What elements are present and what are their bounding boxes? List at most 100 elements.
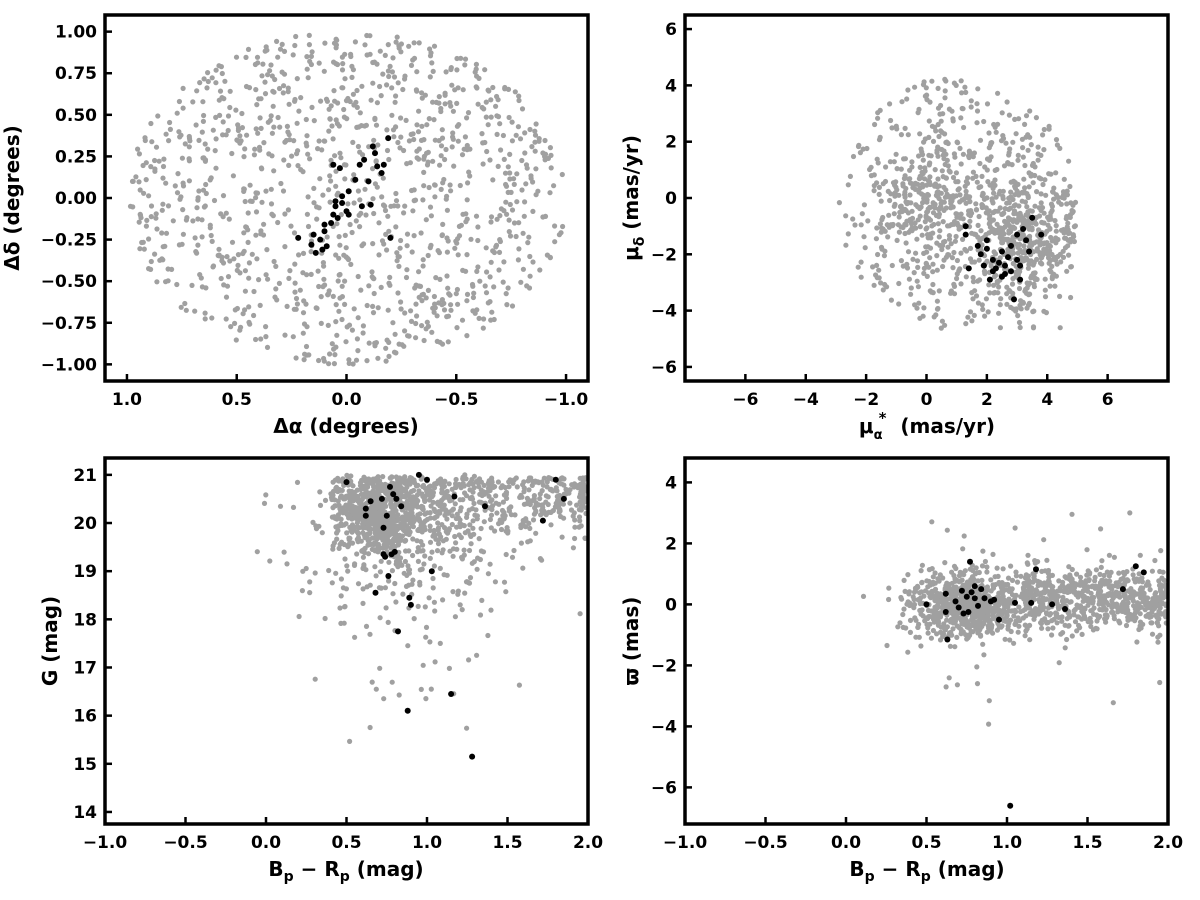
field-star-point	[225, 274, 232, 280]
field-star-point	[373, 122, 380, 128]
field-star-point	[232, 320, 238, 326]
x-tick-label: −1.0	[83, 833, 128, 853]
field-star-point	[336, 123, 342, 129]
field-star-point	[529, 144, 535, 150]
field-star-point	[347, 738, 353, 745]
field-star-point	[471, 290, 477, 296]
member-star-point	[560, 495, 567, 502]
field-star-point	[384, 147, 391, 154]
field-star-point	[1064, 201, 1070, 207]
field-star-point	[1066, 611, 1072, 617]
field-star-point	[887, 101, 893, 107]
field-star-point	[954, 634, 960, 641]
field-star-point	[254, 549, 260, 555]
field-star-point	[439, 302, 445, 308]
field-star-point	[429, 60, 435, 66]
field-star-point	[323, 96, 330, 102]
field-star-point	[335, 523, 341, 529]
field-star-point	[454, 240, 460, 246]
field-star-point	[415, 129, 422, 135]
field-star-point	[1076, 622, 1082, 629]
field-star-point	[470, 518, 476, 524]
field-star-point	[246, 275, 252, 281]
field-star-point	[439, 550, 445, 556]
field-star-point	[1070, 202, 1076, 208]
x-tick-label: 0.5	[331, 833, 361, 853]
field-star-point	[246, 85, 253, 91]
field-star-point	[334, 37, 340, 43]
field-star-point	[376, 252, 382, 258]
member-star-point	[372, 150, 378, 157]
field-star-point	[295, 148, 301, 154]
field-star-point	[1025, 265, 1031, 271]
field-star-point	[174, 281, 180, 288]
field-star-point	[1025, 219, 1031, 225]
field-star-point	[331, 361, 337, 367]
field-star-point	[341, 106, 347, 113]
field-star-point	[160, 201, 166, 207]
field-star-point	[202, 316, 208, 322]
field-star-point	[514, 171, 520, 177]
field-star-point	[331, 88, 337, 94]
field-star-point	[533, 530, 539, 536]
field-star-point	[424, 122, 430, 128]
field-star-point	[358, 511, 364, 517]
y-axis-label-subscript: δ	[632, 236, 648, 246]
field-star-point	[239, 125, 245, 131]
member-star-point	[1023, 237, 1030, 244]
field-star-point	[1054, 194, 1060, 200]
field-star-point	[878, 280, 884, 286]
field-star-point	[203, 181, 209, 188]
field-star-point	[136, 151, 142, 157]
field-star-point	[909, 159, 915, 165]
field-star-point	[944, 157, 950, 163]
field-star-point	[967, 218, 973, 224]
field-star-point	[327, 116, 333, 122]
field-star-point	[466, 580, 473, 586]
field-star-point	[1004, 222, 1010, 228]
field-star-point	[1049, 238, 1055, 244]
member-star-point	[380, 161, 387, 168]
field-star-point	[993, 272, 999, 278]
field-star-point	[368, 97, 374, 103]
field-star-point	[229, 150, 235, 157]
field-star-point	[533, 509, 539, 515]
member-star-point	[980, 262, 987, 269]
field-star-point	[293, 306, 299, 312]
field-star-point	[420, 482, 427, 489]
field-star-point	[953, 233, 959, 240]
field-star-point	[896, 214, 902, 220]
field-star-point	[905, 87, 911, 93]
field-star-point	[933, 212, 940, 219]
field-star-point	[516, 246, 522, 252]
field-star-point	[462, 530, 468, 536]
member-star-point	[374, 163, 381, 170]
field-star-point	[439, 127, 445, 133]
field-star-point	[986, 157, 993, 163]
field-star-point	[991, 121, 997, 128]
field-star-point	[449, 513, 455, 519]
field-star-point	[1077, 603, 1083, 609]
field-star-point	[261, 140, 267, 146]
field-star-point	[448, 302, 454, 308]
field-star-point	[384, 247, 390, 253]
field-star-point	[994, 280, 1000, 286]
field-star-point	[476, 484, 482, 490]
field-star-point	[1061, 229, 1067, 235]
field-star-point	[307, 579, 313, 585]
field-star-point	[430, 158, 436, 164]
field-star-point	[143, 177, 149, 183]
field-star-point	[929, 78, 935, 84]
field-star-point	[207, 177, 213, 183]
field-star-point	[473, 213, 480, 219]
field-star-point	[481, 316, 487, 322]
field-star-point	[1038, 590, 1045, 596]
field-star-point	[950, 626, 956, 632]
field-star-point	[432, 481, 438, 487]
field-star-point	[380, 545, 386, 551]
member-star-point	[352, 176, 359, 183]
field-star-point	[333, 252, 339, 258]
field-star-point	[925, 244, 931, 250]
field-star-point	[523, 181, 529, 187]
field-star-point	[421, 183, 427, 189]
